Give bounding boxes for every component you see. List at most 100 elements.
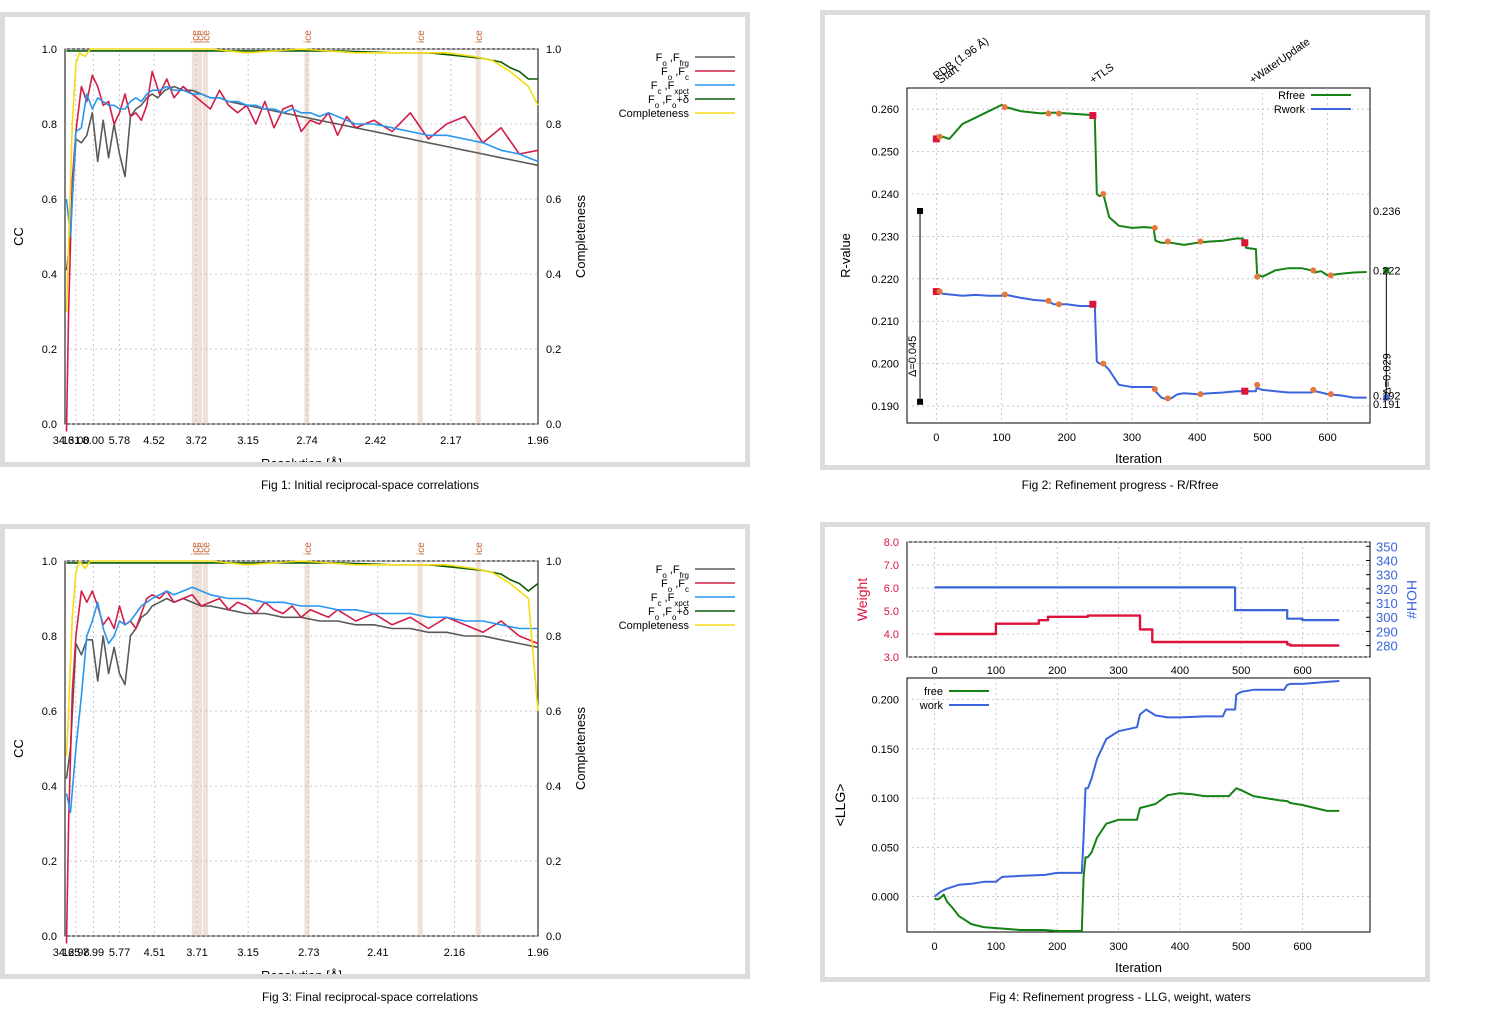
marker-square	[1241, 239, 1249, 247]
y-axis-label: R-value	[838, 233, 853, 278]
y-tick-label: 0.150	[871, 744, 899, 756]
x-tick-label: 400	[1171, 665, 1189, 677]
weight-tick-label: 3.0	[884, 652, 899, 664]
marker-dot	[1327, 391, 1334, 398]
milestone-label: +WaterUpdate	[1247, 36, 1312, 86]
right-value-label: 0.236	[1373, 206, 1401, 218]
x-tick-label: 400	[1171, 941, 1189, 953]
ice-ring-band	[417, 561, 423, 936]
llg-axis-label: <LLG>	[832, 784, 848, 827]
delta-left-label: Δ=0.045	[907, 336, 919, 377]
x-tick-label: 5.78	[109, 435, 130, 447]
y2-tick-label: 0.8	[546, 119, 561, 131]
hoh-tick-label: 290	[1376, 624, 1398, 639]
x-tick-label: 200	[1048, 941, 1066, 953]
x-tick-label: 2.42	[365, 435, 386, 447]
x-tick-label: 500	[1232, 941, 1250, 953]
y2-tick-label: 0.0	[546, 419, 561, 431]
marker-dot	[1197, 391, 1204, 398]
legend-label-yellow: Completeness	[619, 108, 690, 120]
marker-dot	[1151, 386, 1158, 393]
right-value-label: 0.192	[1373, 390, 1401, 402]
marker-square	[932, 288, 940, 296]
y2-tick-label: 0.4	[546, 781, 561, 793]
legend-label-darkgreen: Fo ,Fo+δ	[648, 606, 689, 622]
x-tick-label: 2.16	[444, 947, 465, 959]
milestone-label: +TLS	[1088, 61, 1117, 86]
x-tick-label: 3.15	[237, 947, 258, 959]
plot-frame	[906, 87, 1371, 424]
y-tick-label: 0.2	[42, 856, 57, 868]
weight-line	[934, 614, 1340, 647]
hoh-tick-label: 280	[1376, 639, 1398, 654]
x-tick-label: 2.17	[440, 435, 461, 447]
marker-dot	[1100, 191, 1107, 198]
y-tick-label: 0.190	[871, 401, 899, 413]
legend-label-blue: Fc ,Fxpct	[651, 80, 690, 96]
ice-ring-label: ice	[474, 30, 485, 43]
ice-ring-band	[475, 49, 481, 424]
marker-dot	[936, 133, 943, 140]
ice-ring-band	[191, 49, 197, 424]
y2-tick-label: 0.2	[546, 856, 561, 868]
ice-ring-band	[202, 49, 208, 424]
y-tick-label: 1.0	[42, 556, 57, 568]
y-tick-label: 0.0	[42, 931, 57, 943]
fig3-panel: 0.0 0.0 0.2 0.2 0.4 0.4 0.6 0.6 0.8 0.8 1.0 1.0 34.6…	[0, 524, 750, 979]
y-axis-label: CC	[11, 739, 26, 758]
marker-square	[1089, 300, 1097, 308]
x-tick-label: 3.15	[237, 435, 258, 447]
fig4-panel: 3.0 4.0 5.0 6.0 7.0 8.0 280 290 300 310 320 330 340 3…	[820, 522, 1430, 982]
y-tick-label: 0.230	[871, 231, 899, 243]
x-tick-label: 500	[1232, 665, 1250, 677]
series-line-grey	[65, 597, 539, 779]
marker-square	[932, 135, 940, 143]
ice-ring-label: ice	[190, 30, 201, 43]
ice-ring-label: ice	[196, 30, 207, 43]
y2-tick-label: 1.0	[546, 44, 561, 56]
legend-label-rfree: Rfree	[1278, 90, 1305, 102]
x-tick-label: 3.72	[186, 435, 207, 447]
series-line-blue	[65, 85, 539, 238]
legend-label-grey: Fo ,Ffrg	[656, 52, 689, 68]
y-tick-label: 0.200	[871, 359, 899, 371]
marker-dot	[1151, 224, 1158, 231]
marker-dot	[1310, 386, 1317, 393]
legend-label-free: free	[924, 686, 943, 698]
x-tick-label: 3.71	[186, 947, 207, 959]
hoh-line	[934, 586, 1340, 622]
fig1-chart: 0.0 0.0 0.2 0.2 0.4 0.4 0.6 0.6 0.8 0.8 1.0 1.0 34.6…	[11, 30, 735, 462]
ice-ring-band	[475, 561, 481, 936]
weight-axis-label: Weight	[854, 578, 870, 621]
ice-ring-band	[304, 561, 310, 936]
ice-ring-label: ice	[303, 542, 314, 555]
bottom-plot-frame	[906, 677, 1371, 933]
x-axis-label: Resolution [Å]	[261, 456, 342, 462]
x-tick-label: 1.96	[527, 435, 548, 447]
y2-tick-label: 0.4	[546, 269, 561, 281]
llg-line-work	[933, 680, 1340, 898]
fig4-chart: 3.04.05.06.07.08.02802903003103203303403…	[832, 537, 1420, 975]
ice-ring-label: ice	[190, 542, 201, 555]
legend-label-red: Fo ,Fc	[661, 66, 689, 82]
series-line-blue	[65, 586, 538, 814]
series-line-darkgreen	[66, 562, 539, 592]
llg-line-free	[934, 787, 1340, 932]
x-tick-label: 0	[932, 941, 938, 953]
ice-ring-label: ice	[196, 542, 207, 555]
plot-frame	[64, 48, 539, 425]
x-tick-label: 2.73	[298, 947, 319, 959]
top-plot-frame	[906, 541, 1371, 658]
right-value-label: 0.191	[1373, 399, 1401, 411]
legend-label-yellow: Completeness	[619, 620, 690, 632]
fig4-caption: Fig 4: Refinement progress - LLG, weight…	[989, 990, 1251, 1004]
hoh-tick-label: 330	[1376, 568, 1398, 583]
x-tick-label: 12.98	[62, 947, 90, 959]
ice-ring-label: ice	[416, 542, 427, 555]
x-axis-label: Iteration	[1115, 960, 1162, 975]
legend-label-work: work	[919, 700, 944, 712]
y-tick-label: 0.6	[42, 194, 57, 206]
final-rwork-marker	[1383, 394, 1390, 401]
marker-dot	[1001, 291, 1008, 298]
marker-dot	[1197, 238, 1204, 245]
